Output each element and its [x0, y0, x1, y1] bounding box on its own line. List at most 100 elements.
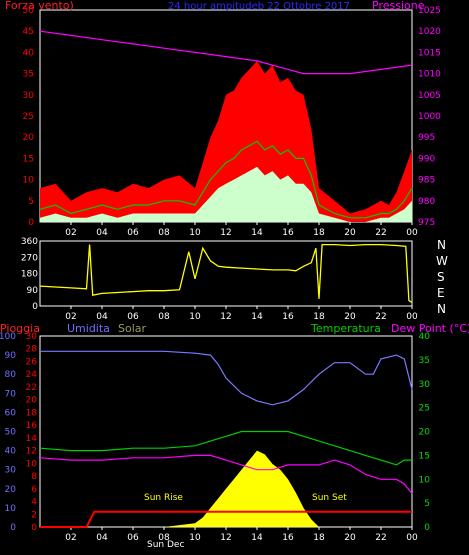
- bot-xtick-label: 00: [406, 533, 418, 543]
- wind-ytick-label: 40: [23, 48, 35, 58]
- rain-ytick-label: 6: [31, 485, 37, 495]
- rain-ytick-label: 22: [26, 383, 37, 393]
- pressure-ytick-label: 1000: [418, 112, 441, 122]
- top-xtick-label: 18: [313, 228, 325, 238]
- dir-xtick-label: 10: [189, 312, 201, 322]
- dir-xtick-label: 20: [344, 312, 356, 322]
- rain-ytick-label: 30: [26, 332, 38, 342]
- dir-xtick-label: 06: [127, 312, 139, 322]
- top-xtick-label: 16: [282, 228, 294, 238]
- temp-ytick-label: 40: [419, 332, 431, 342]
- pressure-ytick-label: 990: [418, 154, 435, 164]
- temp-ytick-label: 5: [424, 499, 430, 509]
- wind-ytick-label: 25: [23, 112, 34, 122]
- rain-ytick-label: 4: [31, 498, 37, 508]
- bot-xtick-label: 08: [158, 533, 170, 543]
- pressure-ytick-label: 1005: [418, 91, 441, 101]
- legend-umidita: Umidita: [67, 322, 110, 335]
- wind-gust-area: [40, 60, 412, 223]
- bot-xtick-label: 14: [251, 533, 263, 543]
- legend-pioggia: Pioggia: [0, 322, 40, 335]
- solar-area: [40, 450, 412, 527]
- top-xtick-label: 06: [127, 228, 139, 238]
- rain-ytick-label: 26: [26, 357, 38, 367]
- dir-letter-s: S: [437, 270, 445, 284]
- humidity-ytick-label: 70: [5, 389, 17, 399]
- top-xtick-label: 12: [220, 228, 231, 238]
- sun-set-label: Sun Set: [312, 493, 347, 503]
- dir-xtick-label: 18: [313, 312, 325, 322]
- wind-ytick-label: 35: [23, 70, 34, 80]
- rain-ytick-label: 24: [26, 370, 38, 380]
- temp-ytick-label: 30: [419, 380, 431, 390]
- dir-xtick-label: 14: [251, 312, 263, 322]
- rain-ytick-label: 8: [31, 472, 37, 482]
- pressure-ytick-label: 1020: [418, 27, 441, 37]
- temp-ytick-label: 10: [419, 475, 431, 485]
- humidity-ytick-label: 90: [5, 351, 17, 361]
- pressure-ytick-label: 1025: [418, 6, 441, 16]
- temp-ytick-label: 0: [424, 523, 430, 533]
- wind-ytick-label: 5: [28, 197, 34, 207]
- wind-ytick-label: 20: [23, 133, 35, 143]
- humidity-ytick-label: 80: [5, 370, 17, 380]
- wind-ytick-label: 10: [23, 176, 35, 186]
- top-xtick-label: 04: [96, 228, 108, 238]
- sun-dec-label: Sun Dec: [147, 540, 184, 550]
- dir-letter-n1: N: [437, 238, 446, 252]
- rain-ytick-label: 16: [26, 421, 38, 431]
- top-panel-plot: 0510152025303540455097598098599099510001…: [23, 6, 442, 238]
- bot-xtick-label: 02: [65, 533, 76, 543]
- dir-xtick-label: 00: [406, 312, 418, 322]
- temp-ytick-label: 25: [419, 404, 430, 414]
- dir-xtick-label: 02: [65, 312, 76, 322]
- direction-ytick-label: 360: [21, 237, 38, 247]
- rain-line: [40, 510, 412, 528]
- dir-xtick-label: 16: [282, 312, 294, 322]
- wind-ytick-label: 0: [28, 218, 34, 228]
- humidity-ytick-label: 0: [10, 523, 16, 533]
- sun-rise-label: Sun Rise: [144, 493, 183, 503]
- dewpoint-line: [39, 454, 413, 494]
- rain-ytick-label: 2: [31, 510, 37, 520]
- top-left-label: Forza vento): [5, 0, 74, 12]
- pressure-ytick-label: 985: [418, 176, 435, 186]
- rain-ytick-label: 20: [26, 396, 38, 406]
- direction-ytick-label: 0: [32, 302, 38, 312]
- direction-ytick-label: 180: [21, 270, 38, 280]
- humidity-ytick-label: 40: [5, 447, 17, 457]
- rain-ytick-label: 18: [26, 408, 38, 418]
- humidity-ytick-label: 60: [5, 408, 17, 418]
- direction-panel-plot: 0 90 180 270 360 02 04 06 08 10 12 14 16 18 20 22 00: [21, 237, 418, 322]
- bot-xtick-label: 20: [344, 533, 356, 543]
- direction-panel-frame: [39, 240, 413, 307]
- rain-ytick-label: 10: [26, 459, 38, 469]
- bot-xtick-label: 10: [189, 533, 201, 543]
- dir-letter-e: E: [437, 286, 445, 300]
- wind-ytick-label: 15: [23, 154, 34, 164]
- temperature-line: [39, 430, 412, 466]
- pressure-ytick-label: 980: [418, 197, 435, 207]
- humidity-ytick-label: 20: [5, 485, 17, 495]
- wind-ytick-label: 50: [23, 6, 35, 16]
- pressure-ytick-label: 1015: [418, 48, 441, 58]
- pressure-ytick-label: 975: [418, 218, 435, 228]
- legend-solar: Solar: [118, 322, 147, 335]
- top-xtick-label: 14: [251, 228, 263, 238]
- bot-xtick-label: 22: [375, 533, 386, 543]
- dir-xtick-label: 04: [96, 312, 108, 322]
- top-xtick-label: 22: [375, 228, 386, 238]
- wind-ytick-label: 30: [23, 91, 35, 101]
- wind-average-line: [39, 140, 413, 219]
- bot-xtick-label: 06: [127, 533, 139, 543]
- pressure-ytick-label: 995: [418, 133, 435, 143]
- direction-ytick-label: 90: [27, 286, 39, 296]
- dir-xtick-label: 08: [158, 312, 170, 322]
- top-xtick-label: 02: [65, 228, 76, 238]
- pressure-ytick-label: 1010: [418, 70, 441, 80]
- direction-line: [39, 243, 413, 303]
- legend-temperatura: Temperatura: [310, 322, 381, 335]
- humidity-ytick-label: 50: [5, 428, 17, 438]
- rain-ytick-label: 28: [26, 345, 38, 355]
